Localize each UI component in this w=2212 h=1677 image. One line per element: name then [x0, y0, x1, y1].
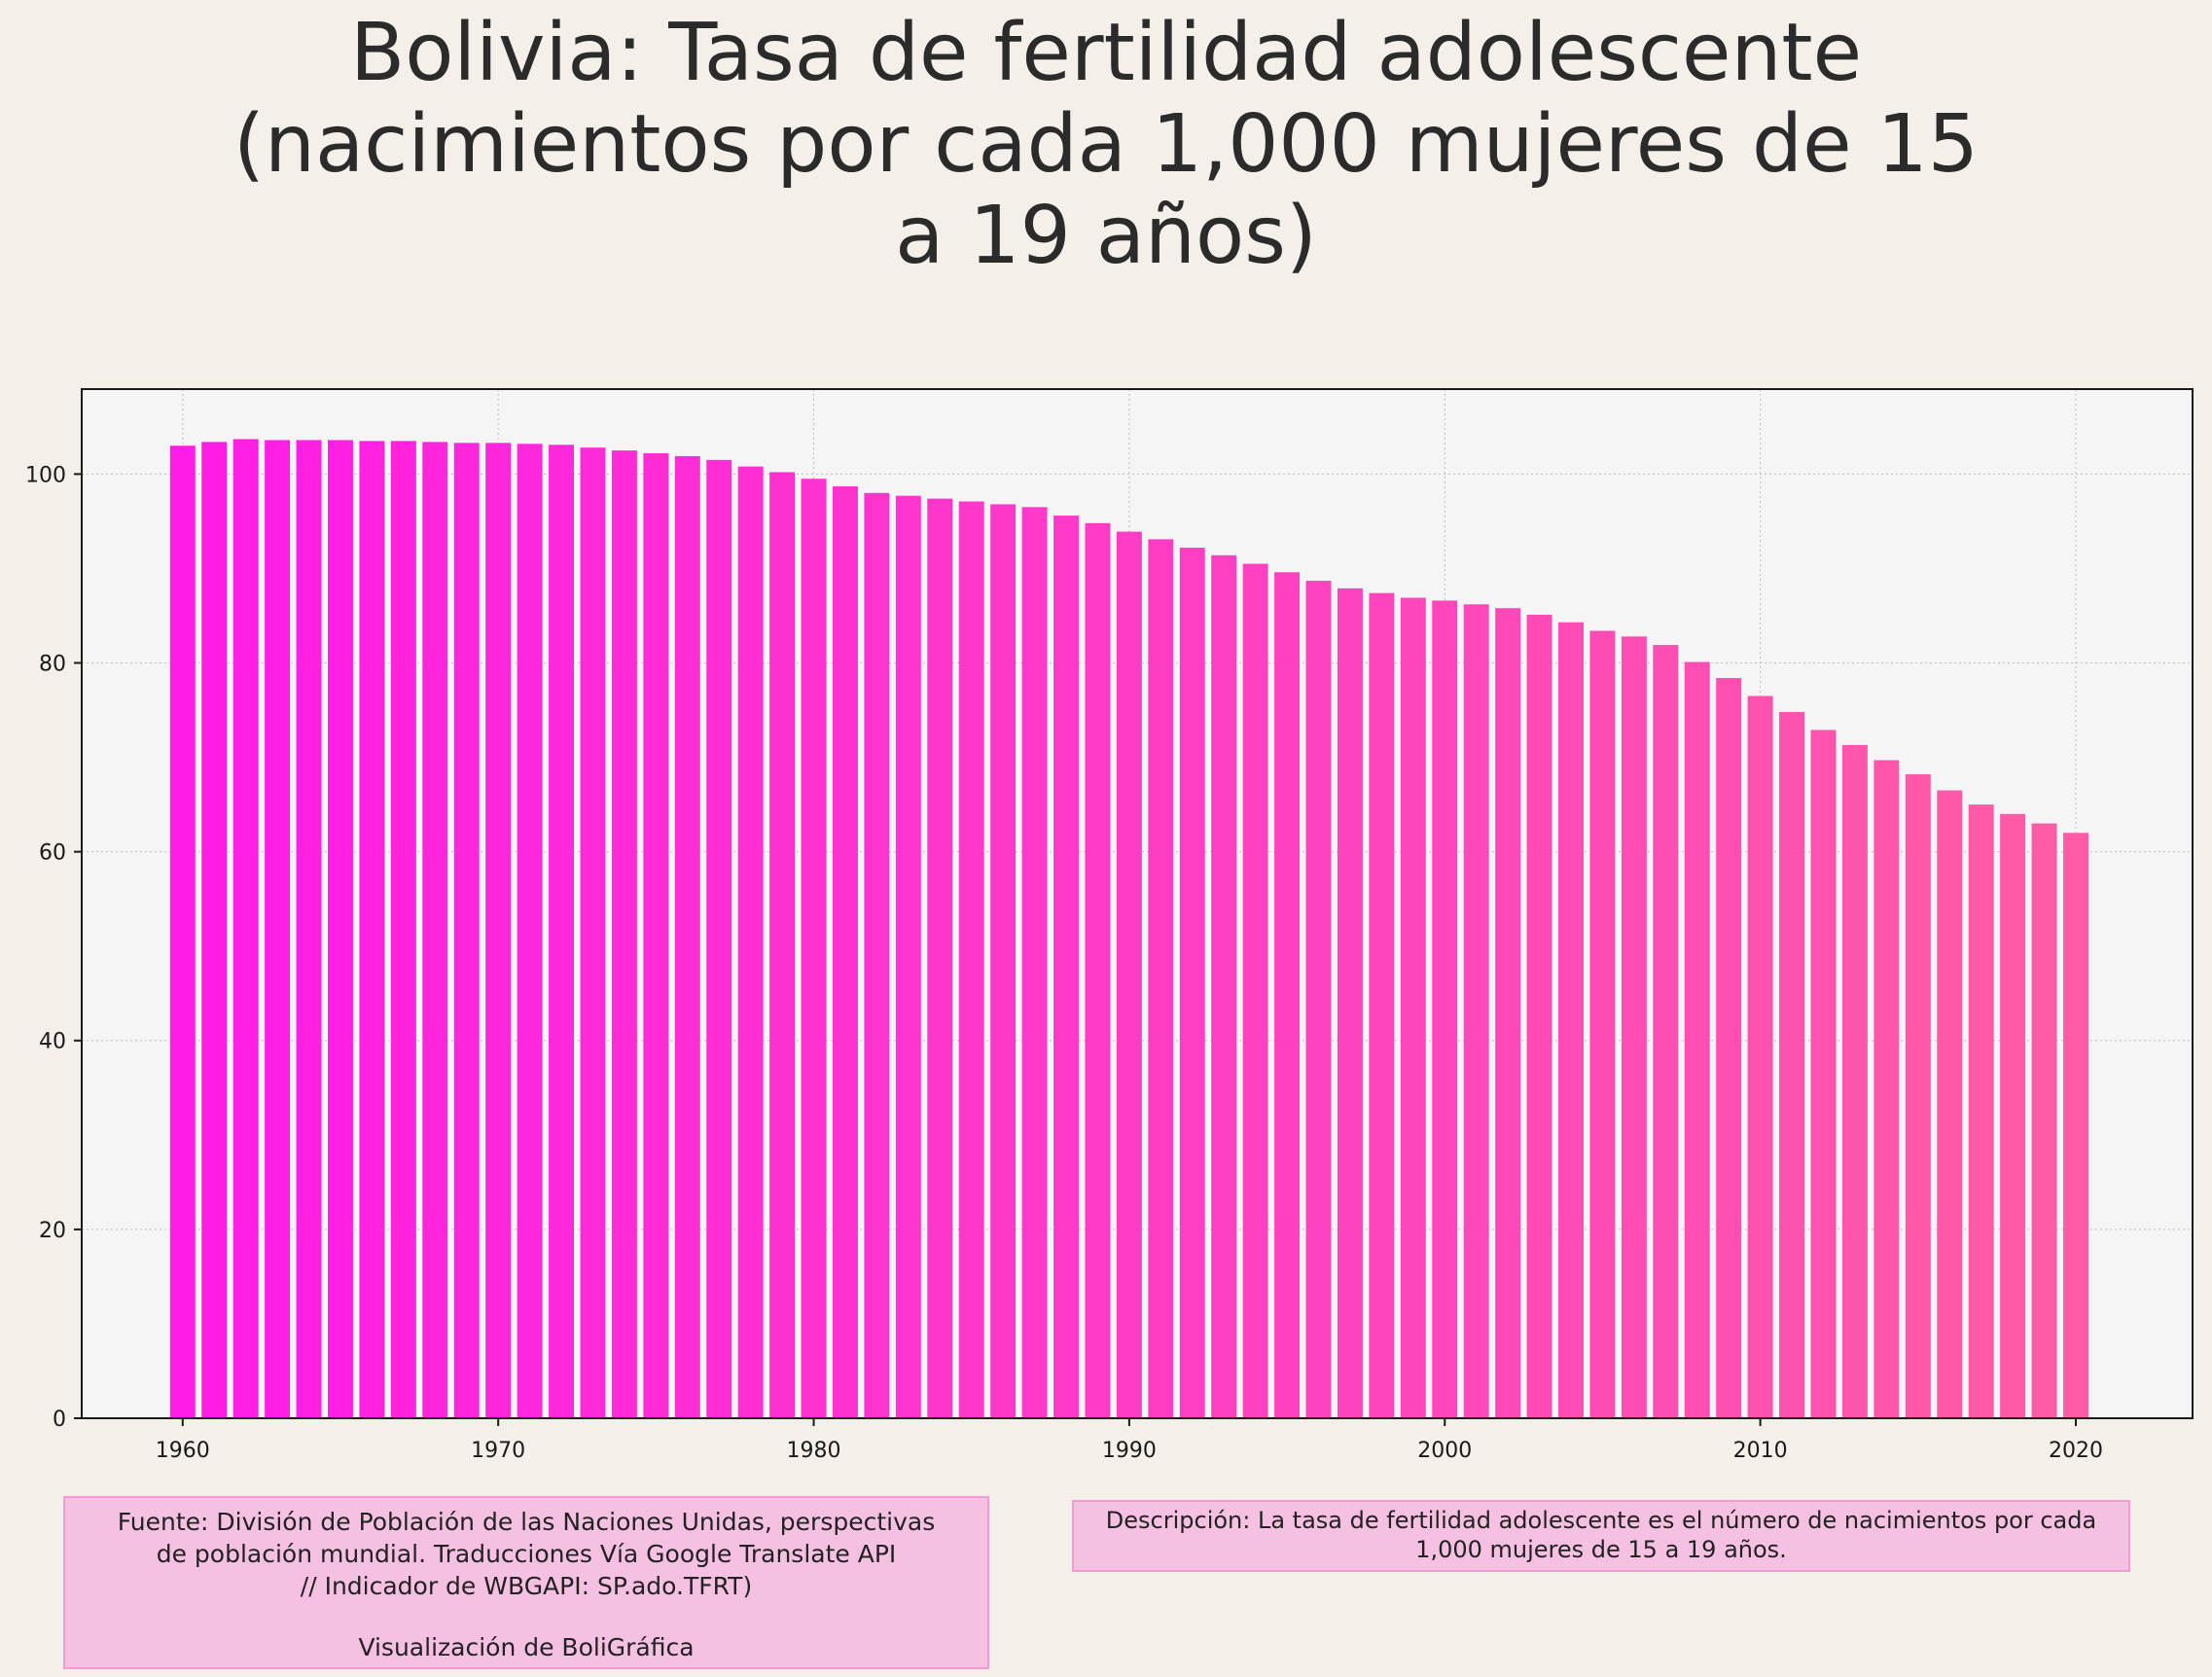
- bar: [359, 441, 385, 1418]
- bar: [769, 472, 796, 1418]
- y-tick-label: 100: [25, 463, 66, 487]
- source-line: Fuente: División de Población de las Nac…: [117, 1508, 936, 1536]
- x-axis: 1960 1970 1980 1990 2000 2010 2020: [156, 1418, 2103, 1463]
- bar: [801, 479, 827, 1418]
- bar: [611, 450, 637, 1418]
- bar: [2063, 833, 2088, 1418]
- bar: [674, 455, 700, 1418]
- bar: [1369, 592, 1395, 1418]
- bar: [1305, 581, 1332, 1418]
- bar: [2031, 823, 2057, 1418]
- bar: [1905, 774, 1931, 1418]
- x-tick-label: 2020: [2049, 1439, 2103, 1463]
- x-tick-label: 2010: [1733, 1439, 1788, 1463]
- bars-layer: [169, 439, 2088, 1418]
- plot-frame: [81, 388, 2194, 1419]
- source-note: Fuente: División de Población de las Nac…: [63, 1496, 989, 1669]
- bar: [1684, 661, 1710, 1418]
- y-tick-label: 80: [39, 652, 66, 676]
- x-tick-label: 1970: [471, 1439, 525, 1463]
- source-line: // Indicador de WBGAPI: SP.ado.TFRT): [300, 1572, 753, 1600]
- y-tick-label: 60: [39, 841, 66, 866]
- bar: [1621, 636, 1647, 1418]
- bar: [1873, 760, 1900, 1418]
- bar: [1558, 622, 1584, 1418]
- bar: [1242, 563, 1268, 1418]
- bar: [706, 459, 732, 1418]
- x-tick-label: 1960: [156, 1439, 210, 1463]
- bar: [1021, 507, 1048, 1418]
- bar: [328, 440, 353, 1418]
- bar: [895, 495, 921, 1418]
- x-tick-label: 1980: [787, 1439, 841, 1463]
- bar: [1937, 790, 1963, 1418]
- bar: [390, 441, 416, 1418]
- bar: [1653, 645, 1679, 1418]
- bar: [1337, 588, 1363, 1418]
- bar: [1148, 539, 1174, 1418]
- bar: [1495, 608, 1521, 1418]
- bar: [1463, 604, 1489, 1418]
- y-axis: 0 20 40 60 80 100: [25, 463, 82, 1432]
- bar: [232, 439, 259, 1418]
- bar: [1085, 522, 1111, 1418]
- description-note: Descripción: La tasa de fertilidad adole…: [1072, 1500, 2130, 1572]
- y-tick-label: 20: [39, 1219, 66, 1243]
- bar: [549, 445, 575, 1418]
- bar: [1779, 711, 1805, 1418]
- bar: [485, 443, 512, 1418]
- bar: [643, 453, 669, 1418]
- bar: [580, 447, 606, 1418]
- bar: [201, 442, 228, 1418]
- y-tick-label: 0: [53, 1408, 66, 1432]
- bar: [990, 504, 1017, 1418]
- bar: [927, 498, 953, 1418]
- bar: [517, 444, 543, 1418]
- bar: [1274, 572, 1301, 1418]
- bar: [737, 466, 764, 1418]
- bar: [2000, 813, 2026, 1418]
- x-tick-label: 1990: [1102, 1439, 1157, 1463]
- bar: [864, 492, 890, 1418]
- bar: [296, 440, 322, 1418]
- bar: [453, 443, 480, 1418]
- credit-line: Visualización de BoliGráfica: [358, 1633, 695, 1661]
- description-line: Descripción: La tasa de fertilidad adole…: [1105, 1507, 2097, 1534]
- x-tick-label: 2000: [1417, 1439, 1472, 1463]
- chart-title: Bolivia: Tasa de fertilidad adolescente …: [233, 7, 1979, 282]
- bar: [1810, 730, 1837, 1418]
- bar: [832, 485, 858, 1418]
- bar: [1841, 744, 1868, 1418]
- bar: [1716, 678, 1742, 1418]
- bar: [1968, 804, 1994, 1418]
- bar: [1400, 597, 1426, 1418]
- bar: [1116, 531, 1142, 1418]
- bar: [1179, 548, 1205, 1418]
- source-line: de población mundial. Traducciones Vía G…: [156, 1540, 897, 1568]
- bar: [1053, 516, 1079, 1418]
- bar: [1589, 630, 1616, 1418]
- bar: [1432, 600, 1458, 1418]
- bar: [1747, 696, 1773, 1418]
- bar: [265, 440, 291, 1418]
- bar: [422, 442, 448, 1418]
- description-line: 1,000 mujeres de 15 a 19 años.: [1415, 1536, 1787, 1563]
- bar: [1211, 554, 1237, 1418]
- bar: [958, 501, 984, 1418]
- bar: [169, 446, 196, 1418]
- y-tick-label: 40: [39, 1030, 66, 1054]
- bar: [1526, 614, 1552, 1418]
